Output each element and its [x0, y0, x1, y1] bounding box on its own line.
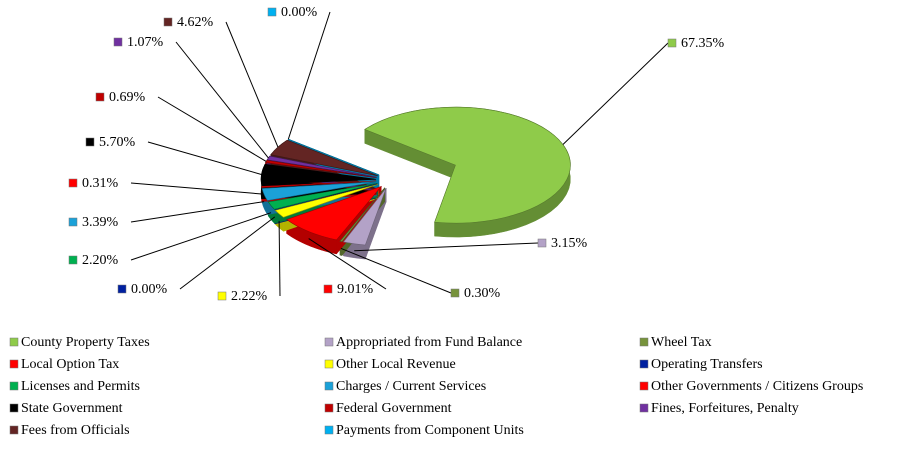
legend-label: Federal Government: [336, 401, 452, 416]
data-label: 2.20%: [82, 253, 119, 268]
data-label: 0.69%: [109, 90, 146, 105]
legend-label: Charges / Current Services: [336, 379, 486, 394]
legend-swatch: [324, 381, 334, 391]
leader-line: [562, 42, 669, 145]
data-label: 0.00%: [131, 282, 168, 297]
leader-line: [130, 182, 262, 195]
slice-top: [260, 163, 377, 186]
label-marker: [95, 92, 105, 102]
label-marker: [667, 38, 677, 48]
slice-top: [274, 184, 379, 218]
slice-top: [261, 181, 377, 201]
leader-line: [354, 242, 539, 252]
leader-line: [278, 220, 281, 297]
legend-label: Other Governments / Citizens Groups: [651, 379, 863, 394]
slice-top: [266, 155, 377, 178]
slice-top: [274, 183, 378, 211]
data-label: 2.22%: [231, 289, 268, 304]
slice-top: [270, 139, 378, 177]
legend-swatch: [9, 359, 19, 369]
legend-swatch: [9, 381, 19, 391]
leader-line: [175, 41, 269, 159]
slice-top: [364, 106, 571, 224]
slice-top: [286, 185, 383, 241]
legend-label: Appropriated from Fund Balance: [336, 335, 522, 350]
slice-tops: [260, 106, 571, 246]
legend-swatch: [639, 337, 649, 347]
legend-swatch: [324, 359, 334, 369]
data-label: 3.15%: [551, 236, 588, 251]
leader-line: [225, 21, 279, 148]
legend-label: Other Local Revenue: [336, 357, 456, 372]
legend-label: Licenses and Permits: [21, 379, 140, 394]
legend-label: State Government: [21, 401, 123, 416]
label-marker: [267, 7, 277, 17]
label-marker: [85, 137, 95, 147]
leader-line: [130, 201, 265, 223]
label-marker: [68, 255, 78, 265]
legend-label: County Property Taxes: [21, 335, 150, 350]
label-marker: [163, 17, 173, 27]
data-label: 0.30%: [464, 286, 501, 301]
legend-swatch: [639, 403, 649, 413]
data-label: 4.62%: [177, 15, 214, 30]
leader-line: [179, 216, 276, 290]
legend-label: Fees from Officials: [21, 423, 130, 438]
data-label: 67.35%: [681, 36, 725, 51]
legend-swatch: [9, 403, 19, 413]
slice-top: [339, 187, 385, 242]
legend-label: Payments from Component Units: [336, 423, 524, 438]
data-label: 3.39%: [82, 215, 119, 230]
legend-swatch: [324, 403, 334, 413]
data-label: 0.31%: [82, 176, 119, 191]
legend-swatch: [639, 359, 649, 369]
label-marker: [68, 217, 78, 227]
label-marker: [537, 238, 547, 248]
label-marker: [323, 284, 333, 294]
label-marker: [68, 178, 78, 188]
legend-swatch: [324, 337, 334, 347]
label-marker: [117, 284, 127, 294]
slice-top: [342, 187, 387, 246]
legend-swatch: [639, 381, 649, 391]
data-label: 0.00%: [281, 5, 318, 20]
legend-swatch: [9, 425, 19, 435]
leader-line: [147, 141, 262, 175]
leader-line: [157, 96, 267, 162]
legend-swatch: [324, 425, 334, 435]
slice-top: [261, 180, 377, 188]
label-marker: [217, 291, 227, 301]
leader-line: [308, 238, 387, 290]
leader-line: [287, 11, 331, 140]
legend-swatch: [9, 337, 19, 347]
leader-line: [130, 212, 272, 261]
legend-label: Local Option Tax: [21, 357, 119, 372]
data-label: 1.07%: [127, 35, 164, 50]
leader-line: [340, 247, 452, 294]
data-label: 9.01%: [337, 282, 374, 297]
label-marker: [113, 37, 123, 47]
legend-label: Fines, Forfeitures, Penalty: [651, 401, 799, 416]
legend-label: Operating Transfers: [651, 357, 763, 372]
label-marker: [450, 288, 460, 298]
slice-top: [267, 182, 378, 210]
legend-label: Wheel Tax: [651, 335, 712, 350]
data-label: 5.70%: [99, 135, 136, 150]
